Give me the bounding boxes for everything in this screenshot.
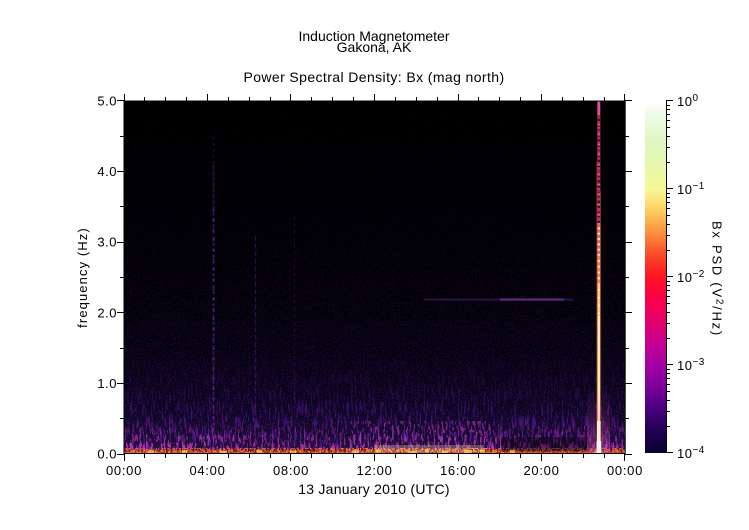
svg-text:10−2: 10−2 bbox=[677, 269, 705, 285]
svg-text:04:00: 04:00 bbox=[189, 463, 225, 478]
svg-text:4.0: 4.0 bbox=[97, 164, 117, 179]
svg-text:00:00: 00:00 bbox=[106, 463, 142, 478]
svg-text:16:00: 16:00 bbox=[440, 463, 476, 478]
svg-text:10−1: 10−1 bbox=[677, 181, 705, 197]
svg-text:00:00: 00:00 bbox=[607, 463, 643, 478]
svg-text:5.0: 5.0 bbox=[97, 94, 117, 109]
svg-text:frequency (Hz): frequency (Hz) bbox=[75, 227, 90, 328]
svg-text:08:00: 08:00 bbox=[273, 463, 309, 478]
svg-text:13 January 2010 (UTC): 13 January 2010 (UTC) bbox=[298, 481, 450, 497]
svg-text:10−4: 10−4 bbox=[677, 445, 705, 461]
svg-text:10−3: 10−3 bbox=[677, 357, 705, 373]
svg-text:2.0: 2.0 bbox=[97, 305, 117, 320]
svg-text:Power Spectral Density: Bx (ma: Power Spectral Density: Bx (mag north) bbox=[243, 69, 504, 85]
svg-text:Gakona, AK: Gakona, AK bbox=[337, 39, 412, 55]
svg-text:12:00: 12:00 bbox=[356, 463, 392, 478]
svg-text:100: 100 bbox=[677, 93, 699, 109]
svg-text:20:00: 20:00 bbox=[523, 463, 559, 478]
svg-text:0.0: 0.0 bbox=[97, 447, 117, 462]
svg-text:3.0: 3.0 bbox=[97, 235, 117, 250]
svg-text:Bx PSD (V2/Hz): Bx PSD (V2/Hz) bbox=[710, 221, 725, 337]
svg-text:1.0: 1.0 bbox=[97, 376, 117, 391]
svg-text:Induction Magnetometer: Induction Magnetometer bbox=[299, 28, 450, 44]
